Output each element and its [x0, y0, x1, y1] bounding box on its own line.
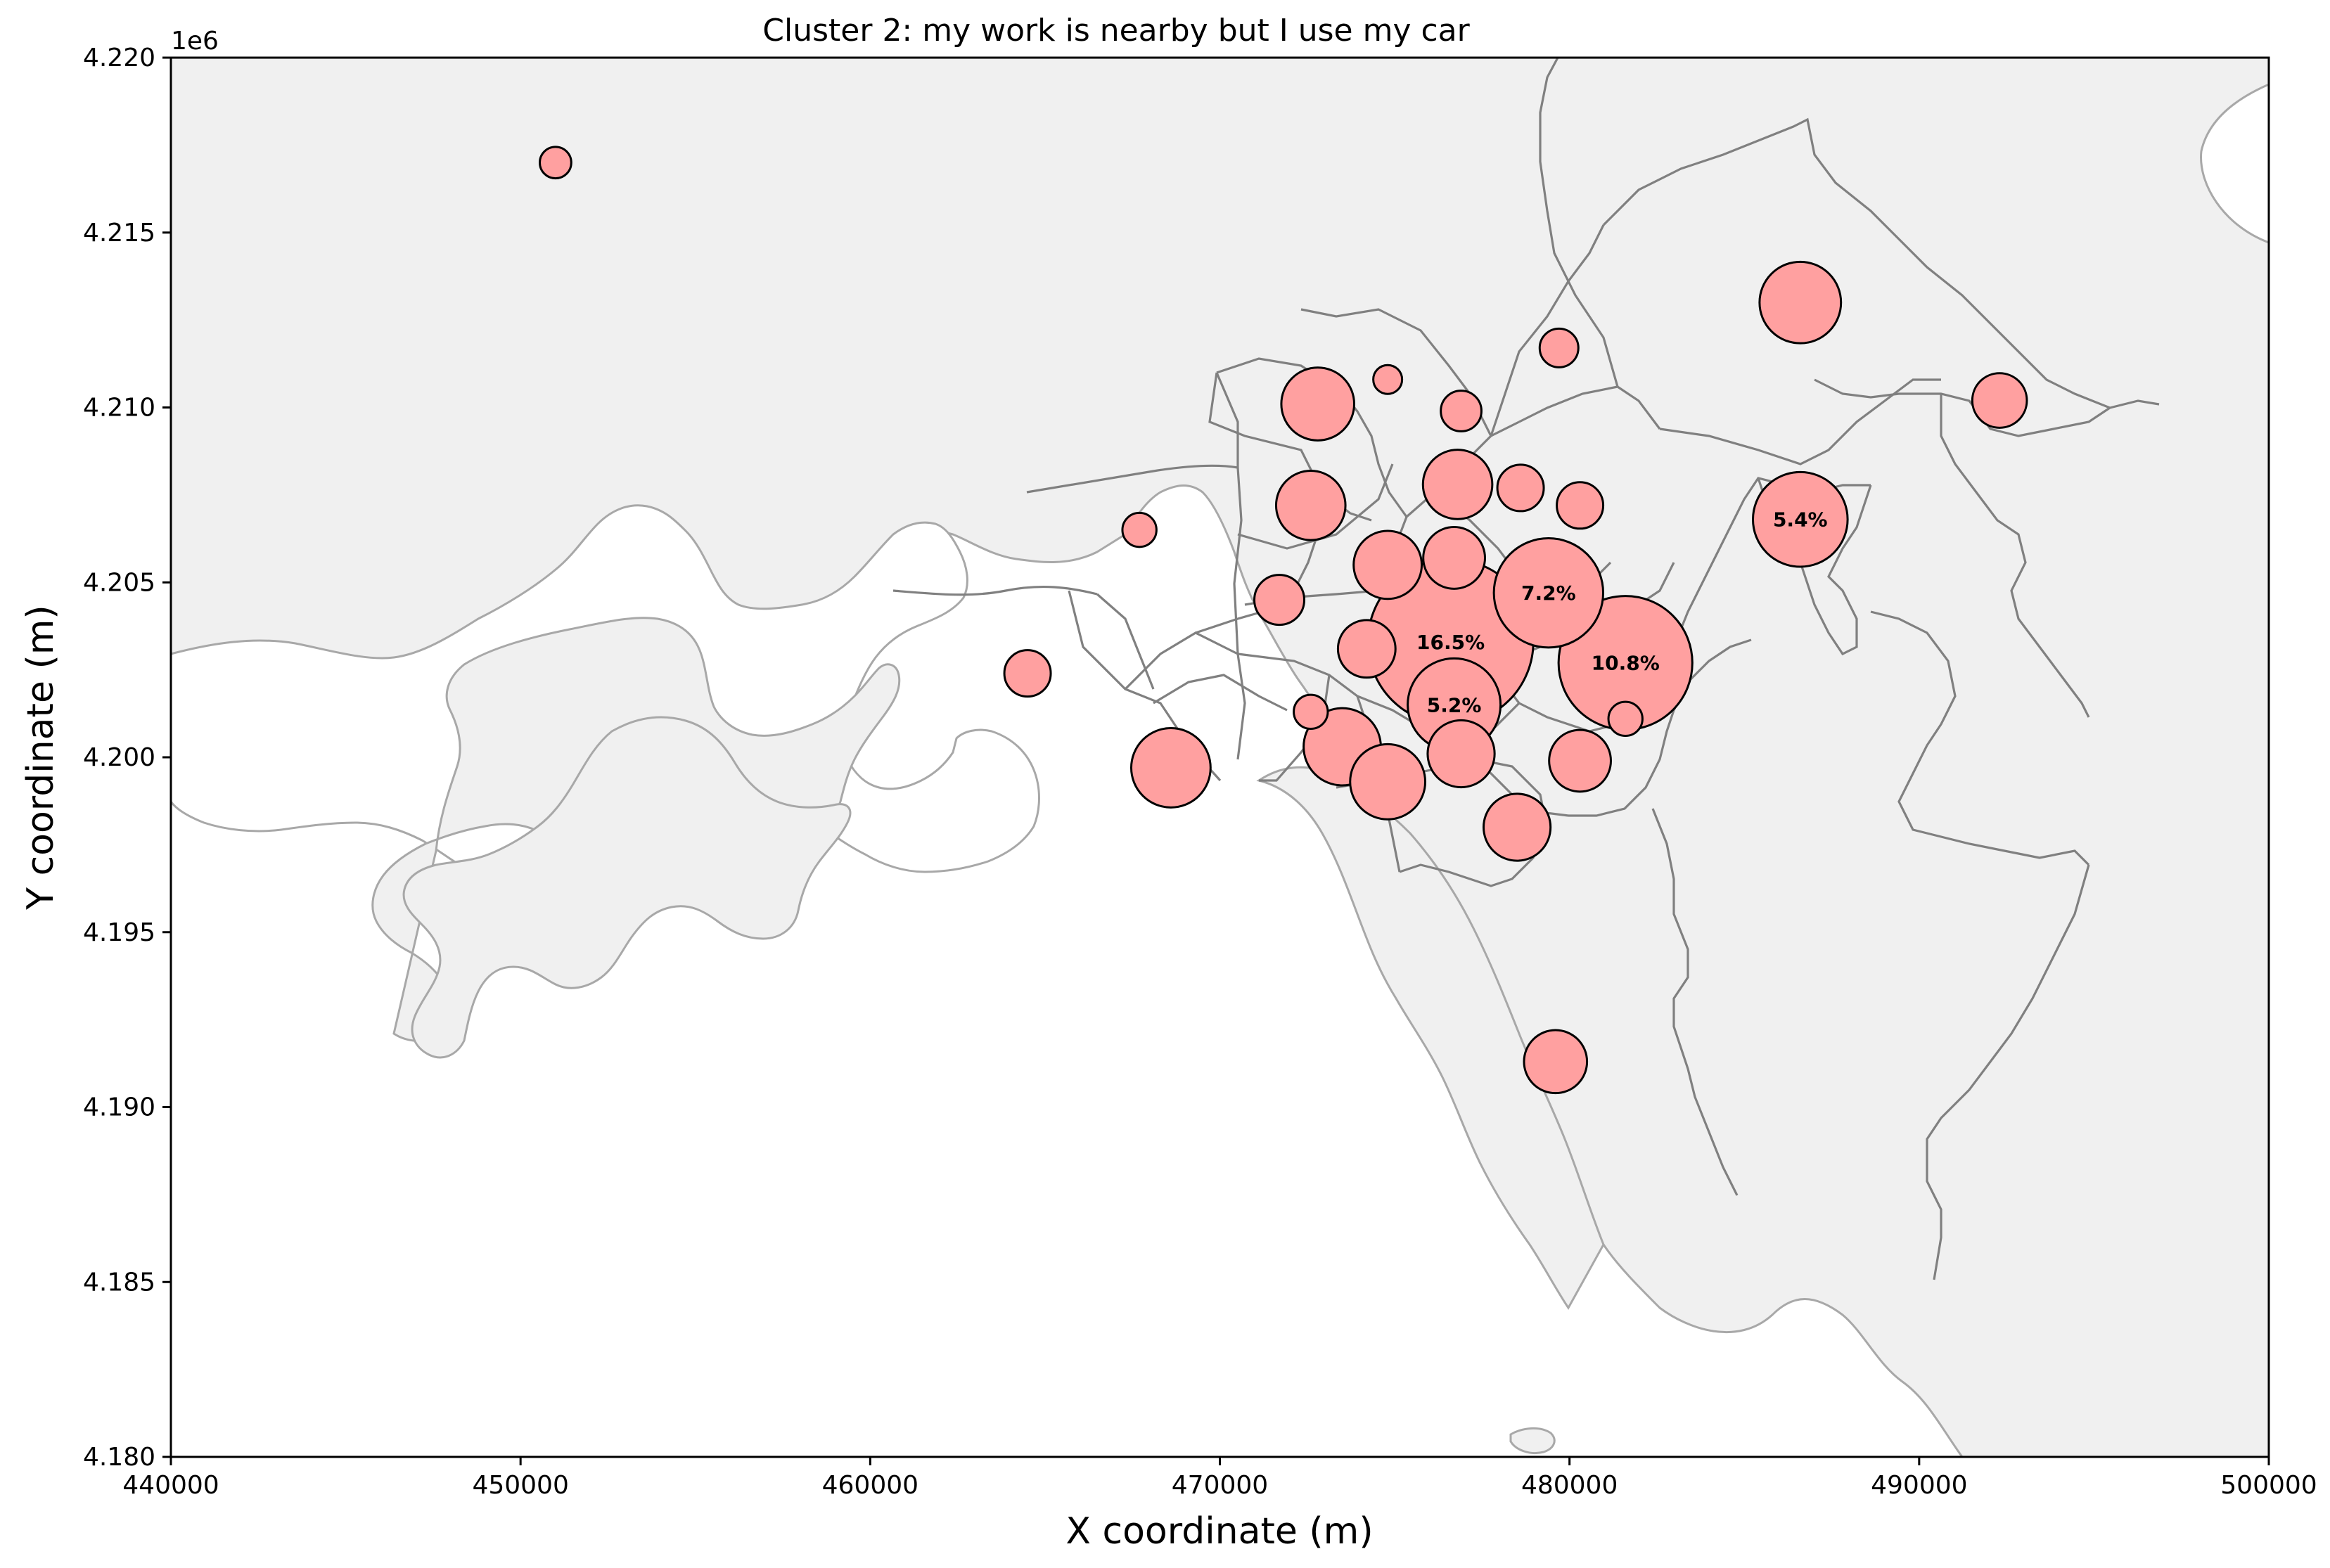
bubble-label: 16.5% — [1416, 631, 1485, 654]
bubble-marker — [1496, 463, 1545, 513]
bubble-marker — [1121, 511, 1158, 548]
y-tick-label: 4.220 — [83, 44, 155, 72]
bubble-marker — [1523, 1029, 1589, 1095]
x-tick-label: 460000 — [822, 1471, 918, 1500]
boundary-line — [1490, 224, 1605, 437]
boundary-line — [1568, 638, 1752, 817]
bubble-marker — [1758, 260, 1843, 345]
boundary-line — [1153, 674, 1288, 712]
bubble-label: 5.4% — [1773, 508, 1828, 532]
chart-title: Cluster 2: my work is nearby but I use m… — [762, 13, 1470, 49]
y-tick-label: 4.190 — [83, 1093, 155, 1122]
bubble-marker — [1349, 743, 1427, 821]
bubble-label: 10.8% — [1592, 652, 1660, 675]
boundary-line — [1208, 372, 1372, 522]
y-tick-label: 4.205 — [83, 568, 155, 597]
bottom-islet — [1509, 1427, 1556, 1454]
boundary-line — [1518, 385, 1661, 430]
bubble-marker — [1548, 728, 1612, 793]
boundary-line — [1124, 631, 1246, 760]
salamina-main-body — [402, 716, 852, 1059]
bubble-marker — [1556, 481, 1605, 530]
bubble-marker — [1426, 719, 1496, 789]
southern-coast — [1256, 766, 1605, 1310]
bubble-label-layer: 16.5% 10.8% 7.2% 5.4% 5.2% — [1416, 508, 1828, 717]
boundary-line — [1602, 117, 2160, 409]
boundary-line — [1814, 378, 2111, 437]
y-axis-offset-label: 1e6 — [171, 27, 219, 56]
bubble-marker — [1751, 470, 1849, 568]
boundary-line — [1940, 394, 2090, 718]
x-tick-label: 490000 — [1871, 1471, 1967, 1500]
bubble-marker — [538, 146, 572, 180]
x-tick-label: 450000 — [472, 1471, 568, 1500]
boundary-line — [1539, 58, 1619, 387]
x-tick-label: 500000 — [2220, 1471, 2317, 1500]
bubble-marker — [1538, 327, 1580, 368]
y-tick-label: 4.200 — [83, 743, 155, 772]
boundary-line — [1926, 864, 2090, 1280]
bubble-marker — [1372, 364, 1404, 395]
y-tick-label: 4.185 — [83, 1268, 155, 1297]
boundary-line — [1757, 477, 1872, 656]
bubble-layer — [538, 146, 2028, 1095]
boundary-line — [1026, 464, 1238, 494]
y-tick-label: 4.210 — [83, 394, 155, 423]
bubble-marker — [1129, 727, 1212, 809]
bubble-marker — [1482, 792, 1552, 862]
x-axis-label: X coordinate (m) — [1065, 1510, 1373, 1553]
boundary-line — [1237, 463, 1394, 550]
boundary-line — [1870, 610, 2090, 866]
y-tick-label: 4.215 — [83, 219, 155, 248]
x-axis-ticks: 440000 450000 460000 470000 480000 490000 5000… — [122, 1457, 2317, 1500]
bubble-marker — [1352, 529, 1423, 600]
bubble-marker — [1280, 366, 1356, 442]
boundary-line — [1096, 593, 1155, 690]
bubble-label: 7.2% — [1521, 581, 1576, 605]
bubble-marker — [1422, 526, 1487, 590]
bubble-marker — [1492, 536, 1605, 649]
boundary-line — [1651, 808, 1739, 1196]
bubble-marker — [1274, 470, 1347, 541]
bubble-marker — [1971, 372, 2028, 429]
y-tick-label: 4.195 — [83, 918, 155, 947]
x-tick-label: 470000 — [1172, 1471, 1268, 1500]
x-tick-label: 440000 — [122, 1471, 219, 1500]
boundary-line — [1659, 378, 1941, 465]
bubble-label: 5.2% — [1427, 693, 1482, 716]
bubble-marker — [1253, 574, 1306, 626]
y-axis-ticks: 4.180 4.185 4.190 4.195 4.200 4.205 4.210 4.215… — [83, 44, 171, 1472]
bubble-marker — [1336, 619, 1397, 679]
boundary-line — [1215, 372, 1239, 468]
y-axis-label: Y coordinate (m) — [20, 605, 62, 910]
bubble-marker — [1003, 649, 1052, 698]
bubble-marker — [1440, 390, 1483, 432]
bubble-marker — [1607, 700, 1644, 737]
boundary-line — [1237, 653, 1428, 733]
bubble-marker — [1421, 449, 1494, 520]
bubble-marker — [1293, 693, 1329, 731]
x-tick-label: 480000 — [1521, 1471, 1618, 1500]
y-tick-label: 4.180 — [83, 1443, 155, 1472]
boundary-line — [892, 585, 1098, 596]
plot-area: 16.5% 10.8% 7.2% 5.4% 5.2% — [171, 58, 2269, 1457]
